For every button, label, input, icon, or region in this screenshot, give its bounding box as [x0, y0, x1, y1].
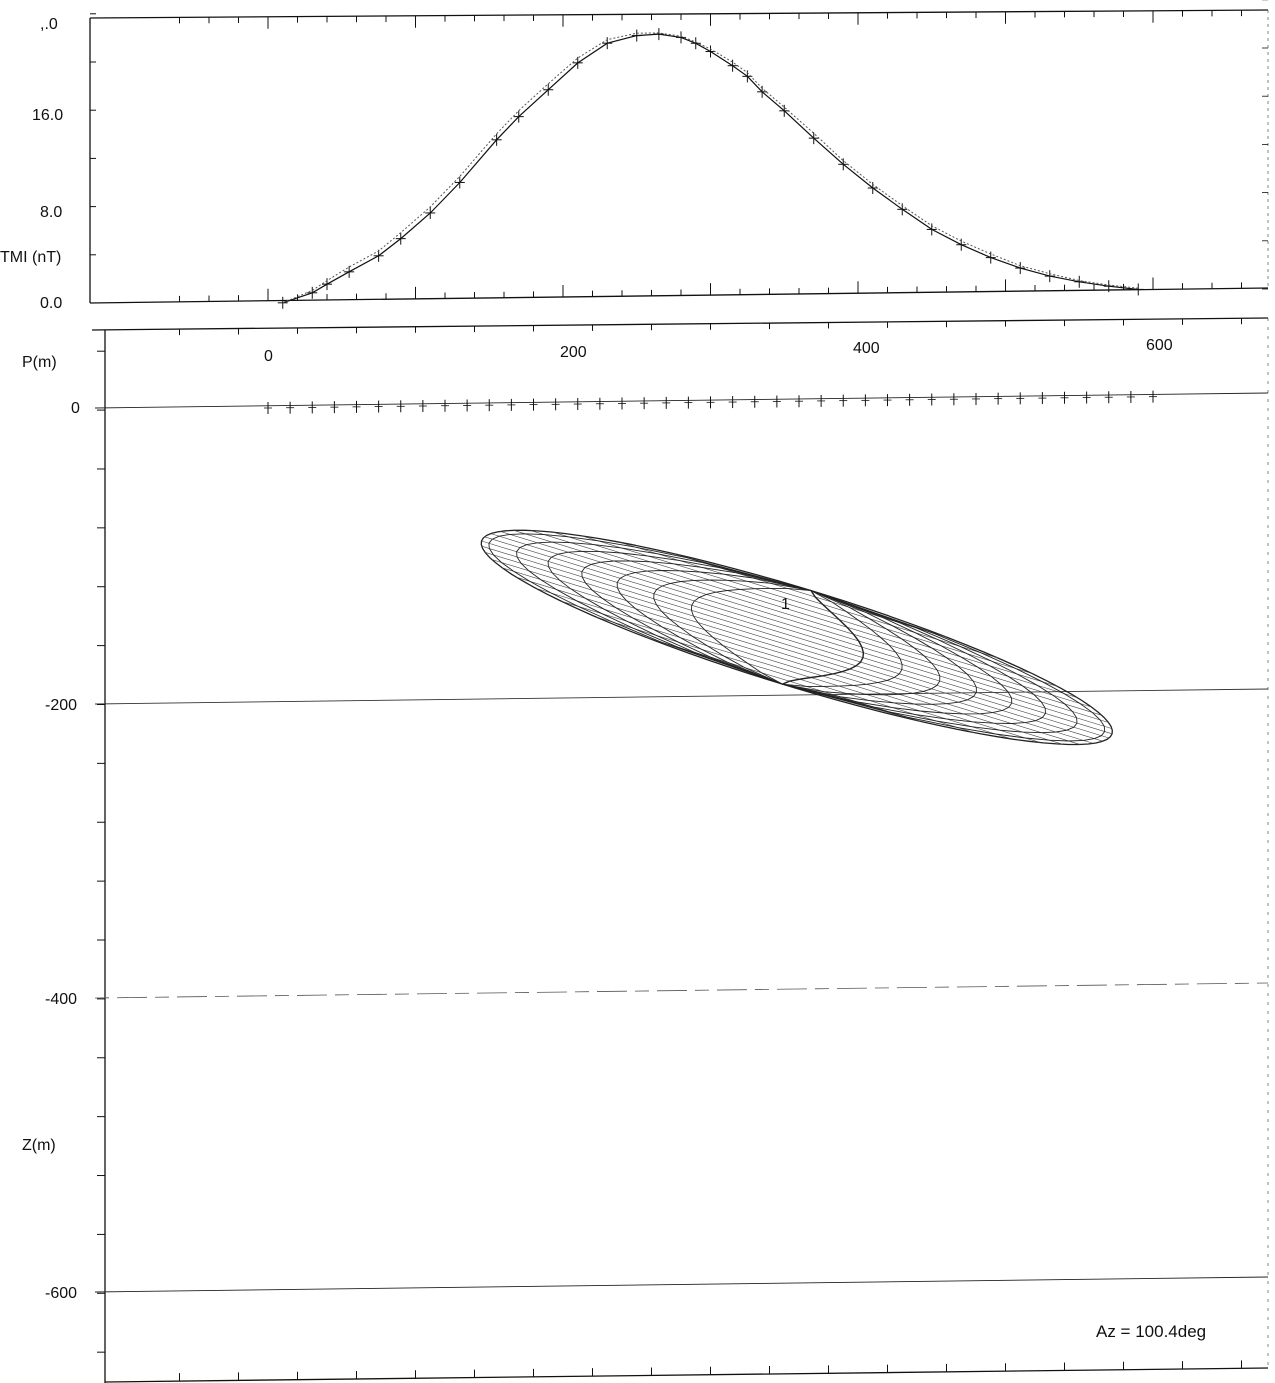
body-mesh-line [481, 545, 1110, 739]
body-mesh-meridian [653, 579, 812, 685]
body-mesh-meridian [581, 560, 812, 685]
tmi-curves [277, 28, 1144, 309]
tmi-top-label-fragment: ,.0 [40, 16, 58, 33]
tmi-ytick-label-16: 16.0 [32, 107, 63, 124]
azimuth-annotation: Az = 100.4deg [1096, 1322, 1206, 1341]
body-mesh-line [646, 637, 922, 722]
depth-line-minus200 [94, 688, 1269, 705]
body-mesh-line [484, 536, 1112, 729]
body-mesh-line [553, 531, 1058, 687]
tmi-panel-bottom-border [89, 287, 1269, 304]
body-mesh-meridian [516, 541, 812, 685]
body-mesh-meridian [782, 590, 1078, 734]
body-mesh-meridian [488, 533, 812, 685]
body-mesh-line [561, 601, 1013, 740]
depth-line-minus400 [94, 982, 1269, 999]
tmi-observed-line [282, 33, 1139, 304]
body-mesh-line [530, 530, 1078, 698]
section-x-axis-label: P(m) [22, 354, 57, 371]
body-mesh-meridian [782, 590, 977, 705]
ytick-label-0: 0 [71, 400, 80, 417]
body-mesh-meridian [782, 590, 1013, 715]
body-mesh-meridian [547, 550, 812, 685]
section-bottom-border [104, 1367, 1269, 1383]
body-mesh-meridian [782, 590, 903, 687]
body-mesh-line [484, 552, 1103, 742]
section-panel: P(m) 0 200 400 600 0 -200 -400 -600 Z(m)… [22, 317, 1269, 1383]
body-mesh-line [481, 540, 1113, 735]
body-outline [480, 529, 1113, 746]
body-label: 1 [781, 596, 790, 613]
xtick-label-400: 400 [853, 340, 880, 357]
section-y-axis-label: Z(m) [22, 1137, 56, 1154]
body-mesh-meridian [782, 590, 1106, 742]
body-mesh-line [516, 577, 1063, 745]
xtick-label-0: 0 [264, 348, 273, 365]
section-top-border [91, 317, 1269, 331]
tmi-axis-ticks [90, 0, 1268, 304]
body-mesh-line [513, 530, 1092, 708]
body-mesh-meridian [782, 590, 1046, 724]
body-mesh-meridian [782, 590, 941, 696]
tmi-ytick-label-8: 8.0 [40, 204, 62, 221]
ytick-label-minus600: -600 [45, 1285, 77, 1302]
station-markers [264, 390, 1157, 414]
body-mesh-line [581, 535, 1033, 674]
body-mesh-line [535, 588, 1041, 743]
body-mesh-line [672, 552, 948, 638]
depth-line-minus600 [94, 1276, 1269, 1293]
body-mesh-line [490, 533, 1109, 723]
body-mesh-meridian [691, 587, 812, 685]
body-mesh-meridian [616, 570, 812, 685]
body-mesh-line [502, 567, 1081, 745]
xtick-label-600: 600 [1146, 337, 1173, 354]
depth-line-0 [94, 392, 1269, 409]
xtick-label-200: 200 [560, 344, 587, 361]
ytick-label-minus200: -200 [45, 697, 77, 714]
tmi-profile-panel: ,.0 16.0 8.0 0.0 TMI (nT) [0, 0, 1269, 312]
body-mesh-meridian [782, 590, 865, 685]
tmi-ytick-label-0: 0.0 [40, 295, 62, 312]
section-axis-ticks [97, 318, 1242, 1382]
tmi-calculated-line [282, 32, 1139, 304]
tmi-panel-top-border [89, 9, 1269, 19]
tmi-y-axis-label: TMI (nT) [0, 249, 61, 266]
ellipsoid-body [480, 529, 1113, 746]
ytick-label-minus400: -400 [45, 991, 77, 1008]
